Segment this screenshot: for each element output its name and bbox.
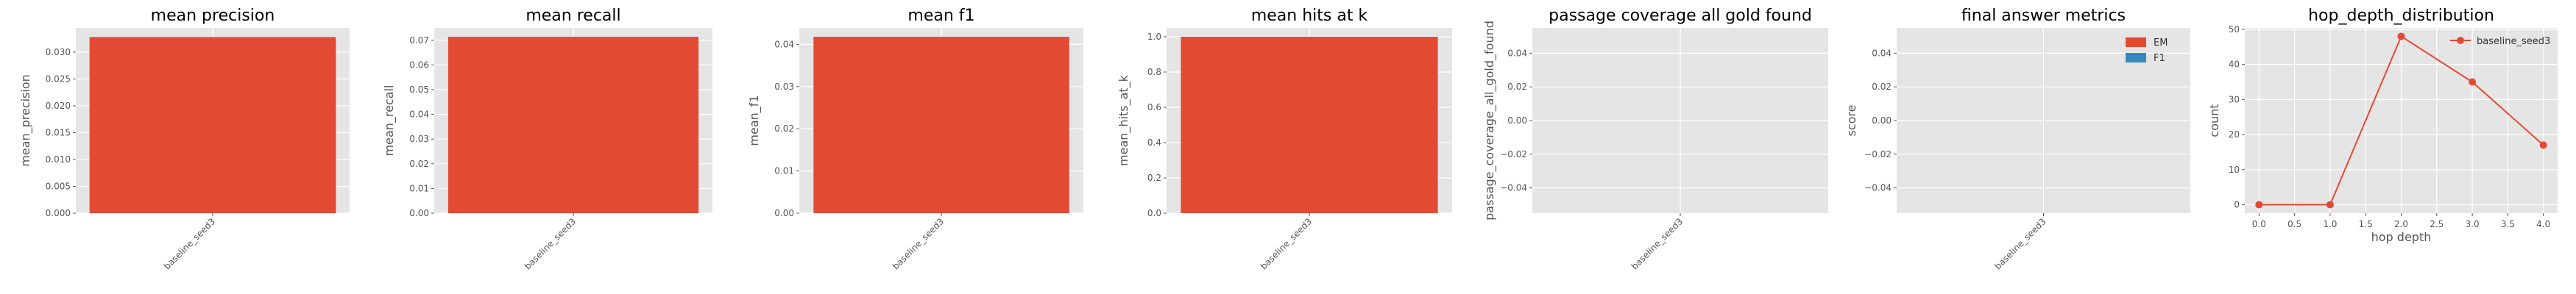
- data-point: [2469, 78, 2477, 86]
- y-tick-label: 0.02: [774, 123, 794, 134]
- panel-4: 0.0 0.2 0.4 0.6 0.8 1.0 mean hits at k mean_hit…: [1117, 7, 1452, 272]
- x-tick-label: 2.5: [2430, 219, 2444, 229]
- y-tick-label: 1.0: [1147, 32, 1161, 42]
- legend-marker: [2457, 37, 2464, 44]
- x-tick-label: baseline_seed3: [523, 216, 578, 271]
- y-axis-label: score: [1844, 105, 1858, 137]
- legend: EM F1: [2126, 37, 2168, 64]
- y-tick-label: 0.06: [409, 60, 429, 70]
- legend-swatch: [2126, 53, 2146, 62]
- bar: [813, 37, 1069, 213]
- y-tick-label: 0.8: [1147, 67, 1161, 77]
- y-tick-label: 0.02: [409, 159, 429, 169]
- y-tick-label: 0.00: [409, 208, 429, 218]
- y-tick-label: 0.03: [774, 82, 794, 92]
- x-tick-label: 0.5: [2287, 219, 2301, 229]
- y-tick-label: 0: [2234, 200, 2240, 210]
- y-tick-label: 0.015: [46, 127, 71, 137]
- y-tick-label: 0.04: [409, 110, 429, 120]
- data-point: [2326, 201, 2334, 209]
- panel-1: 0.000 0.005 0.010 0.015 0.020 0.025 0.030 mean …: [18, 7, 350, 272]
- y-axis-label: passage_coverage_all_gold_found: [1482, 21, 1497, 220]
- bar: [447, 37, 699, 213]
- y-tick-label: 0.020: [46, 101, 71, 111]
- legend-label: baseline_seed3: [2477, 36, 2550, 47]
- x-tick-label: 2.0: [2394, 219, 2408, 229]
- bar: [1181, 37, 1438, 213]
- x-tick-label: 1.0: [2323, 219, 2337, 229]
- y-tick-label: 0.005: [46, 181, 71, 191]
- y-tick-label: −0.04: [1500, 183, 1527, 193]
- y-axis-label: mean_f1: [747, 95, 762, 146]
- y-tick-label: 0.02: [1872, 82, 1892, 92]
- panel-5: −0.04 −0.02 0.00 0.02 0.04 passage coverage a…: [1482, 7, 1828, 272]
- y-tick-label: 0.010: [46, 154, 71, 165]
- legend: baseline_seed3: [2450, 36, 2550, 47]
- x-tick-label: baseline_seed3: [1992, 216, 2048, 271]
- y-tick-label: 0.4: [1147, 137, 1161, 148]
- data-point: [2255, 201, 2263, 209]
- y-axis-label: count: [2207, 104, 2221, 137]
- x-tick-label: baseline_seed3: [162, 216, 217, 271]
- chart-title: final answer metrics: [1961, 7, 2126, 25]
- y-axis-label: mean_precision: [18, 74, 33, 167]
- chart-title: hop_depth_distribution: [2308, 7, 2494, 25]
- y-tick-label: 0.00: [1507, 115, 1527, 126]
- x-tick-label: 0.0: [2252, 219, 2266, 229]
- y-tick-label: 0.04: [774, 39, 794, 49]
- y-tick-label: 0.04: [1507, 48, 1527, 58]
- y-tick-label: 30: [2229, 94, 2240, 104]
- y-tick-label: 0.02: [1507, 82, 1527, 92]
- y-tick-label: 0.000: [46, 208, 71, 218]
- x-tick-label: 3.0: [2466, 219, 2480, 229]
- x-tick-label: baseline_seed3: [1259, 216, 1314, 271]
- y-tick-label: −0.04: [1864, 183, 1892, 193]
- y-tick-label: 0.01: [774, 166, 794, 176]
- y-tick-label: 40: [2229, 60, 2240, 70]
- y-tick-label: 0.6: [1147, 102, 1161, 112]
- x-tick-label: baseline_seed3: [891, 216, 946, 271]
- legend-label: EM: [2154, 37, 2168, 49]
- chart-title: mean hits at k: [1251, 7, 1368, 25]
- y-tick-label: 0.00: [774, 208, 794, 218]
- chart-title: mean precision: [151, 7, 275, 25]
- panel-6: −0.04 −0.02 0.00 0.02 0.04 final answer metri…: [1844, 7, 2190, 272]
- y-tick-label: 0.01: [409, 183, 429, 193]
- legend-label: F1: [2154, 53, 2165, 64]
- y-tick-label: 20: [2229, 129, 2240, 140]
- y-tick-label: 0.04: [1872, 48, 1892, 58]
- y-tick-label: 0.030: [46, 47, 71, 57]
- y-tick-label: 0.2: [1147, 173, 1161, 183]
- x-axis-label: hop depth: [2371, 230, 2432, 244]
- panel-2: 0.00 0.01 0.02 0.03 0.04 0.05 0.06 0.07 mean rec…: [382, 7, 712, 272]
- x-tick-label: baseline_seed3: [1630, 216, 1685, 271]
- chart-title: passage coverage all gold found: [1549, 7, 1812, 25]
- y-tick-label: 10: [2229, 165, 2240, 175]
- y-tick-label: 0.07: [409, 35, 429, 46]
- chart-title: mean recall: [526, 7, 620, 25]
- x-tick-label: 3.5: [2501, 219, 2515, 229]
- legend-swatch: [2126, 37, 2146, 47]
- y-tick-label: −0.02: [1500, 149, 1527, 159]
- panel-3: 0.00 0.01 0.02 0.03 0.04 mean f1 mean_f1baseli…: [747, 7, 1083, 272]
- y-tick-label: 0.00: [1872, 115, 1892, 126]
- y-axis-label: mean_hits_at_k: [1117, 74, 1131, 166]
- bar: [89, 37, 336, 214]
- y-tick-label: 0.03: [409, 134, 429, 144]
- chart-title: mean f1: [907, 7, 974, 25]
- y-tick-label: 0.025: [46, 74, 71, 84]
- y-tick-label: 0.05: [409, 85, 429, 95]
- y-tick-label: 50: [2229, 24, 2240, 35]
- y-tick-label: 0.0: [1147, 208, 1161, 218]
- x-tick-label: 1.5: [2359, 219, 2373, 229]
- x-tick-label: 4.0: [2536, 219, 2550, 229]
- data-point: [2397, 32, 2405, 40]
- data-point: [2539, 141, 2547, 149]
- y-axis-label: mean_recall: [382, 85, 397, 157]
- y-tick-label: −0.02: [1864, 149, 1892, 159]
